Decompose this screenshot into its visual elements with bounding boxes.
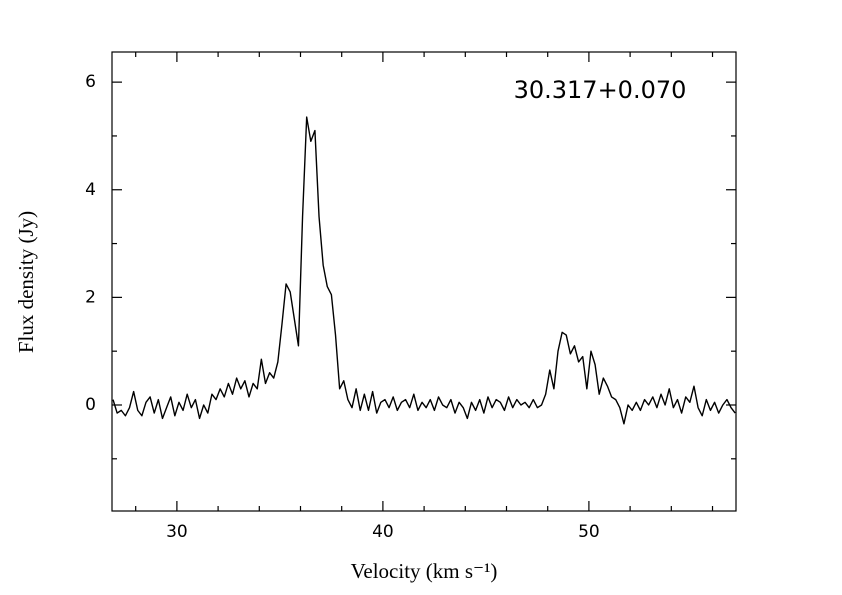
- y-axis-label: Flux density (Jy): [14, 211, 38, 353]
- x-axis-label: Velocity (km s⁻¹): [351, 559, 498, 583]
- y-tick-label: 6: [85, 72, 96, 92]
- plot-frame: [111, 51, 737, 512]
- y-tick-label: 4: [85, 180, 96, 200]
- x-tick-label: 30: [166, 522, 188, 542]
- spectrum-line: [112, 116, 736, 425]
- y-tick-label: 0: [85, 395, 96, 415]
- x-tick-label: 40: [372, 522, 394, 542]
- x-tick-label: 50: [578, 522, 600, 542]
- chart-title: 30.317+0.070: [514, 76, 687, 104]
- y-tick-label: 2: [85, 287, 96, 307]
